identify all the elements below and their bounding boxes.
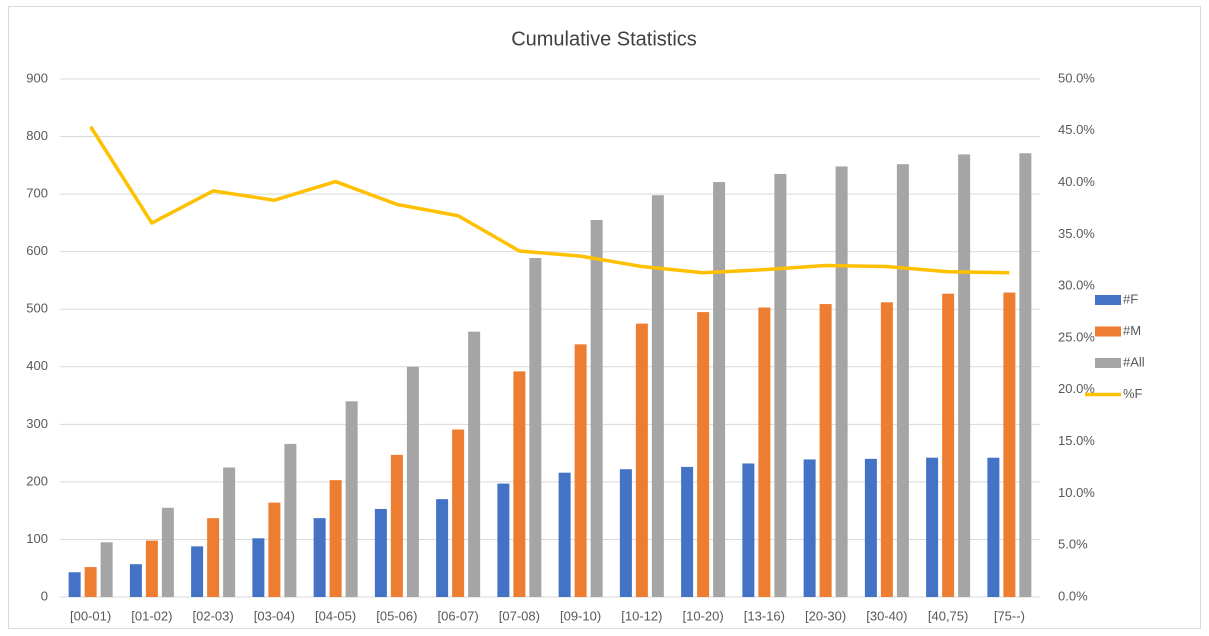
y2-tick-label: 0.0% [1058,588,1088,603]
bar [191,546,204,597]
x-tick-label: [00-01) [70,608,111,623]
y2-tick-label: 20.0% [1058,381,1095,396]
y-tick-label: 600 [26,243,48,258]
bar [558,472,571,597]
legend-label: #F [1123,291,1138,306]
legend-swatch [1095,358,1121,368]
bar [329,480,342,597]
bar [452,429,465,597]
bar [958,154,971,598]
bar [161,507,174,597]
y2-tick-label: 50.0% [1058,70,1095,85]
y2-tick-label: 30.0% [1058,278,1095,293]
legend-swatch [1095,295,1121,305]
bar [207,518,220,597]
bar [100,542,113,597]
y2-tick-label: 25.0% [1058,329,1095,344]
x-tick-label: [10-12) [621,608,662,623]
bar [513,371,526,597]
x-tick-label: [13-16) [744,608,785,623]
y-tick-label: 900 [26,70,48,85]
y2-tick-label: 40.0% [1058,174,1095,189]
x-tick-label: [20-30) [805,608,846,623]
y-tick-label: 400 [26,358,48,373]
bar [835,166,848,598]
bar [697,312,710,597]
y-tick-label: 700 [26,186,48,201]
bar [896,164,909,597]
bar [252,538,265,597]
bar [436,499,449,597]
bar [374,508,387,597]
bar [345,401,358,597]
y2-tick-label: 45.0% [1058,122,1095,137]
bar [619,469,632,597]
x-tick-label: [04-05) [315,608,356,623]
bar [497,483,510,597]
line [89,125,1010,275]
y2-tick-label: 10.0% [1058,485,1095,500]
bar [774,173,787,597]
bar [390,454,403,597]
bar [284,443,297,597]
x-tick-label: [30-40) [866,608,907,623]
bar [223,467,236,597]
bar [926,457,939,597]
y-tick-label: 300 [26,416,48,431]
y2-tick-label: 15.0% [1058,433,1095,448]
x-tick-label: [05-06) [376,608,417,623]
x-tick-label: [03-04) [254,608,295,623]
bar [864,458,877,597]
chart-title: Cumulative Statistics [511,28,697,50]
x-tick-label: [01-02) [131,608,172,623]
x-tick-label: [10-20) [683,608,724,623]
bar [987,457,1000,597]
y-tick-label: 500 [26,301,48,316]
bar [468,331,481,597]
bar [1019,153,1032,597]
legend-label: #M [1123,323,1141,338]
bar [681,466,694,597]
x-tick-label: [75--) [994,608,1025,623]
y2-tick-label: 35.0% [1058,226,1095,241]
bar [758,307,771,597]
bar [68,572,81,597]
bar [1003,292,1016,597]
bar [145,540,158,597]
legend-label: %F [1123,386,1143,401]
legend-swatch [1095,326,1121,337]
bar [313,518,326,597]
bar [742,463,755,597]
x-tick-label: [02-03) [193,608,234,623]
bar [942,293,955,597]
bar [590,220,603,597]
bar [713,182,726,597]
bar [406,366,419,597]
x-tick-label: [06-07) [438,608,479,623]
x-tick-label: [09-10) [560,608,601,623]
bar [803,459,816,597]
bar [880,302,893,597]
bar [651,195,664,598]
bar [529,257,542,597]
bar [819,304,832,597]
bar [84,567,97,597]
y-tick-label: 0 [41,588,48,603]
legend-label: #All [1123,354,1145,369]
y-tick-label: 800 [26,128,48,143]
bar [129,564,142,597]
bar [268,502,281,597]
x-tick-label: [07-08) [499,608,540,623]
y2-tick-label: 5.0% [1058,537,1088,552]
x-tick-label: [40,75) [928,608,968,623]
bar [574,344,587,597]
y-tick-label: 200 [26,473,48,488]
bar [635,323,648,597]
y-tick-label: 100 [26,531,48,546]
